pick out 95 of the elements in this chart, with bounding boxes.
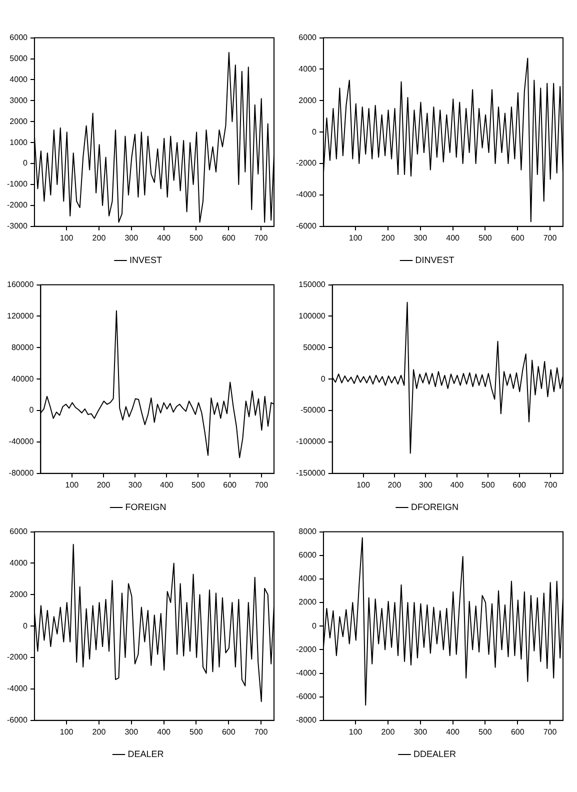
y-tick-label: 160000 — [6, 280, 34, 290]
x-tick-label: 500 — [192, 480, 206, 490]
x-tick-label: 300 — [418, 480, 433, 490]
x-tick-label: 600 — [222, 233, 236, 242]
y-tick-label: 0 — [29, 406, 34, 415]
y-tick-label: -6000 — [6, 716, 28, 725]
x-tick-label: 600 — [223, 480, 238, 490]
x-tick-label: 300 — [124, 727, 139, 736]
x-tick-label: 400 — [446, 727, 460, 736]
y-tick-label: -3000 — [6, 222, 28, 231]
y-tick-label: -8000 — [296, 716, 318, 725]
y-tick-label: -150000 — [296, 468, 326, 478]
x-tick-label: 700 — [543, 233, 558, 242]
y-tick-label: 4000 — [298, 574, 318, 584]
legend-label: DINVEST — [415, 254, 455, 265]
y-tick-label: 2000 — [10, 116, 28, 126]
x-tick-label: 600 — [510, 233, 525, 242]
y-tick-label: 0 — [312, 621, 318, 630]
y-tick-label: 100000 — [298, 311, 326, 320]
y-tick-label: 0 — [312, 127, 318, 136]
x-tick-label: 500 — [478, 233, 492, 242]
x-tick-label: 600 — [512, 480, 527, 490]
legend-label: DDEALER — [413, 748, 457, 759]
y-tick-label: 6000 — [298, 33, 318, 42]
x-tick-label: 200 — [92, 233, 106, 242]
y-tick-label: -40000 — [8, 437, 34, 446]
x-tick-label: 100 — [348, 233, 363, 242]
y-tick-label: 2000 — [298, 96, 318, 105]
y-tick-label: 5000 — [10, 54, 28, 63]
x-tick-label: 700 — [544, 480, 558, 490]
x-tick-label: 200 — [381, 727, 396, 736]
y-tick-label: -1000 — [6, 180, 28, 189]
x-tick-label: 200 — [388, 480, 402, 490]
y-tick-label: -2000 — [6, 652, 28, 662]
y-tick-label: 4000 — [10, 74, 28, 84]
legend-label: DEALER — [128, 748, 164, 759]
x-tick-label: 300 — [128, 480, 142, 490]
y-tick-label: -4000 — [296, 668, 318, 678]
y-tick-label: -4000 — [6, 684, 28, 694]
legend-label: DFOREIGN — [411, 502, 459, 512]
x-tick-label: 400 — [446, 233, 460, 242]
x-tick-label: 100 — [60, 233, 74, 242]
y-tick-label: -2000 — [6, 200, 28, 210]
y-tick-label: -6000 — [296, 692, 318, 702]
x-tick-label: 500 — [190, 233, 204, 242]
y-tick-label: 6000 — [10, 527, 28, 536]
x-tick-label: 700 — [543, 727, 558, 736]
y-tick-label: 6000 — [298, 550, 318, 560]
y-tick-label: 8000 — [298, 527, 318, 536]
y-tick-label: 0 — [23, 158, 28, 168]
y-tick-label: 0 — [320, 374, 326, 384]
x-tick-label: 500 — [481, 480, 496, 490]
x-tick-label: 200 — [381, 233, 396, 242]
y-tick-label: 4000 — [10, 558, 28, 568]
y-tick-label: 6000 — [10, 33, 28, 42]
x-tick-label: 400 — [157, 727, 172, 736]
x-tick-label: 200 — [92, 727, 106, 736]
y-tick-label: 2000 — [298, 598, 318, 607]
x-tick-label: 300 — [414, 727, 428, 736]
x-tick-label: 600 — [510, 727, 525, 736]
y-tick-label: 4000 — [298, 64, 318, 74]
y-tick-label: 1000 — [10, 138, 28, 147]
y-tick-label: 40000 — [11, 374, 34, 384]
y-tick-label: -50000 — [300, 406, 326, 415]
x-tick-label: 300 — [414, 233, 428, 242]
y-tick-label: 150000 — [298, 280, 326, 290]
x-tick-label: 400 — [450, 480, 464, 490]
y-tick-label: -80000 — [8, 468, 34, 478]
x-tick-label: 200 — [96, 480, 111, 490]
y-tick-label: -2000 — [296, 644, 318, 654]
y-tick-label: 120000 — [6, 311, 34, 320]
x-tick-label: 400 — [160, 480, 174, 490]
y-tick-label: 2000 — [10, 590, 28, 599]
y-tick-label: -2000 — [296, 158, 318, 168]
legend-label: FOREIGN — [125, 502, 166, 512]
y-tick-label: -6000 — [296, 222, 318, 231]
x-tick-label: 500 — [478, 727, 492, 736]
y-tick-label: 80000 — [11, 342, 34, 352]
x-tick-label: 100 — [60, 727, 74, 736]
y-tick-label: -4000 — [296, 190, 318, 200]
x-tick-label: 100 — [65, 480, 80, 490]
y-tick-label: 50000 — [303, 342, 326, 352]
x-tick-label: 100 — [348, 727, 363, 736]
x-tick-label: 400 — [157, 233, 172, 242]
x-tick-label: 600 — [222, 727, 236, 736]
y-tick-label: 0 — [23, 621, 28, 630]
x-tick-label: 300 — [124, 233, 139, 242]
x-tick-label: 700 — [254, 480, 269, 490]
x-tick-label: 100 — [356, 480, 370, 490]
legend-label: INVEST — [129, 254, 163, 265]
y-tick-label: -100000 — [296, 437, 326, 446]
x-tick-label: 700 — [254, 233, 268, 242]
x-tick-label: 500 — [190, 727, 204, 736]
x-tick-label: 700 — [254, 727, 268, 736]
y-tick-label: 3000 — [10, 96, 28, 105]
